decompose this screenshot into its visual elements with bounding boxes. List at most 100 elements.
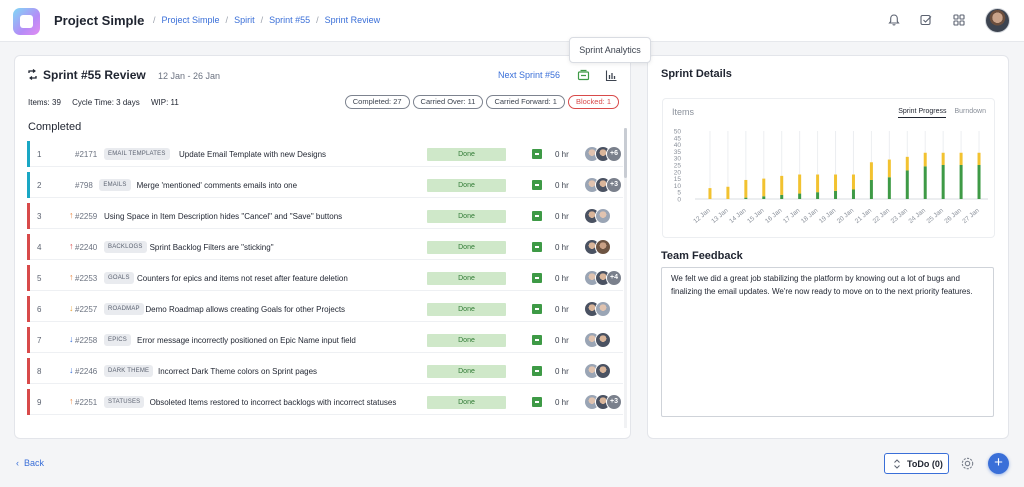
- status-badge[interactable]: Done: [427, 210, 506, 223]
- item-tag: EMAIL TEMPLATES: [104, 148, 170, 160]
- status-pill[interactable]: Completed: 27: [344, 95, 410, 109]
- status-badge[interactable]: Done: [427, 334, 506, 347]
- list-item[interactable]: 2 #798 EMAILS Merge 'mentioned' comments em…: [27, 172, 623, 198]
- list-item[interactable]: 8 ↓ #2246 DARK THEME Incorrect Dark Theme co…: [27, 358, 623, 384]
- user-avatar[interactable]: [985, 8, 1010, 33]
- x-tick-label: 24 Jan: [908, 207, 928, 225]
- list-item[interactable]: 1 #2171 EMAIL TEMPLATES Update Email Templa…: [27, 141, 623, 167]
- item-key[interactable]: #2240: [75, 243, 98, 252]
- item-key[interactable]: #2253: [75, 274, 98, 283]
- bar-remaining: [834, 174, 838, 191]
- todo-button[interactable]: ToDo (0): [884, 453, 949, 474]
- sprint-details-panel: Sprint Details Items Sprint Progress Bur…: [647, 55, 1009, 439]
- x-tick-label: 27 Jan: [961, 207, 981, 225]
- grid-icon[interactable]: [952, 13, 966, 27]
- done-checkbox[interactable]: [532, 304, 542, 314]
- x-tick-label: 17 Jan: [782, 207, 802, 225]
- checkbox-icon[interactable]: [919, 13, 933, 27]
- list-item[interactable]: 9 ↑ #2251 STATUSES Obsoleted Items restored …: [27, 389, 623, 415]
- x-tick-label: 23 Jan: [890, 207, 910, 225]
- list-item[interactable]: 4 ↑ #2240 BACKLOGS Sprint Backlog Filters ar…: [27, 234, 623, 260]
- list-item[interactable]: 7 ↓ #2258 EPICS Error message incorrectly po…: [27, 327, 623, 353]
- priority-down-icon: ↓: [69, 334, 74, 344]
- more-assignees-badge[interactable]: +3: [606, 394, 622, 410]
- more-assignees-badge[interactable]: +6: [606, 146, 622, 162]
- more-assignees-badge[interactable]: +3: [606, 177, 622, 193]
- y-tick-label: 5: [677, 190, 681, 197]
- x-tick-label: 13 Jan: [710, 207, 730, 225]
- status-badge[interactable]: Done: [427, 272, 506, 285]
- item-title[interactable]: Incorrect Dark Theme colors on Sprint pa…: [158, 367, 318, 376]
- list-item[interactable]: 3 ↑ #2259 Using Space in Item Description h…: [27, 203, 623, 229]
- item-key[interactable]: #2246: [75, 367, 98, 376]
- gear-icon[interactable]: [960, 456, 975, 471]
- status-pill[interactable]: Carried Over: 11: [412, 95, 484, 109]
- item-key[interactable]: #2171: [75, 150, 98, 159]
- list-item[interactable]: 5 ↑ #2253 GOALS Counters for epics and items…: [27, 265, 623, 291]
- status-badge[interactable]: Done: [427, 303, 506, 316]
- item-title[interactable]: Counters for epics and items not reset a…: [137, 274, 348, 283]
- tab-sprint-progress[interactable]: Sprint Progress: [898, 108, 947, 118]
- list-item[interactable]: 6 ↓ #2257 ROADMAP Demo Roadmap allows creati…: [27, 296, 623, 322]
- done-checkbox[interactable]: [532, 335, 542, 345]
- done-checkbox[interactable]: [532, 211, 542, 221]
- bar-remaining: [780, 175, 784, 195]
- item-title[interactable]: Update Email Template with new Designs: [179, 150, 327, 159]
- done-checkbox[interactable]: [532, 273, 542, 283]
- app-title[interactable]: Project Simple: [54, 13, 145, 28]
- item-title[interactable]: Merge 'mentioned' comments emails into o…: [136, 181, 298, 190]
- status-badge[interactable]: Done: [427, 241, 506, 254]
- item-title[interactable]: Demo Roadmap allows creating Goals for o…: [145, 305, 346, 314]
- done-checkbox[interactable]: [532, 366, 542, 376]
- add-item-button[interactable]: +: [988, 453, 1009, 474]
- scrollbar-thumb[interactable]: [624, 128, 627, 178]
- bar-completed: [851, 189, 855, 199]
- next-sprint-link[interactable]: Next Sprint #56: [498, 70, 561, 80]
- item-key[interactable]: #798: [75, 181, 93, 190]
- item-key[interactable]: #2258: [75, 336, 98, 345]
- wip-count: WIP: 11: [150, 98, 179, 107]
- status-pill[interactable]: Carried Forward: 1: [486, 95, 565, 109]
- breadcrumb-item-current[interactable]: Sprint Review: [324, 15, 381, 25]
- bar-completed: [887, 177, 891, 199]
- done-checkbox[interactable]: [532, 180, 542, 190]
- bar-remaining: [708, 188, 712, 199]
- breadcrumb-item[interactable]: Sprint #55: [269, 15, 311, 25]
- status-badge[interactable]: Done: [427, 396, 506, 409]
- breadcrumb-item[interactable]: Project Simple: [161, 15, 220, 25]
- sprint-details-title: Sprint Details: [661, 68, 732, 80]
- bar-completed: [798, 193, 802, 199]
- back-link[interactable]: ‹ Back: [16, 458, 45, 468]
- bell-icon[interactable]: [887, 13, 901, 27]
- tab-burndown[interactable]: Burndown: [954, 108, 986, 115]
- item-key[interactable]: #2259: [75, 212, 98, 221]
- app-logo[interactable]: [13, 8, 40, 35]
- status-badge[interactable]: Done: [427, 365, 506, 378]
- report-icon[interactable]: [577, 69, 590, 82]
- item-title[interactable]: Obsoleted Items restored to incorrect ba…: [149, 398, 397, 407]
- item-key[interactable]: #2257: [75, 305, 98, 314]
- bar-completed: [744, 197, 748, 199]
- bar-remaining: [887, 159, 891, 178]
- more-assignees-badge[interactable]: +4: [606, 270, 622, 286]
- status-badge[interactable]: Done: [427, 148, 506, 161]
- item-title[interactable]: Error message incorrectly positioned on …: [137, 336, 356, 345]
- y-tick-label: 40: [674, 142, 682, 149]
- done-checkbox[interactable]: [532, 242, 542, 252]
- done-checkbox[interactable]: [532, 397, 542, 407]
- y-tick-label: 15: [674, 176, 682, 183]
- scrollbar-track[interactable]: [624, 128, 627, 428]
- team-feedback-textarea[interactable]: We felt we did a great job stabilizing t…: [661, 267, 994, 417]
- status-pill[interactable]: Blocked: 1: [567, 95, 619, 109]
- done-checkbox[interactable]: [532, 149, 542, 159]
- item-key[interactable]: #2251: [75, 398, 98, 407]
- bar-completed: [762, 196, 766, 199]
- breadcrumb-item[interactable]: Spirit: [234, 15, 255, 25]
- item-number: 4: [37, 243, 42, 252]
- bar-remaining: [905, 156, 909, 171]
- item-title[interactable]: Using Space in Item Description hides "C…: [104, 212, 343, 221]
- bar-chart-icon[interactable]: [605, 69, 618, 82]
- item-title[interactable]: Sprint Backlog Filters are "sticking": [149, 243, 274, 252]
- status-badge[interactable]: Done: [427, 179, 506, 192]
